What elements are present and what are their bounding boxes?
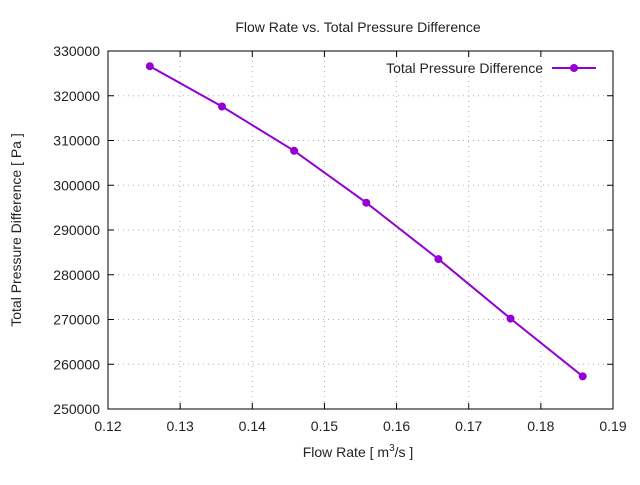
x-tick-label: 0.17 bbox=[455, 418, 482, 434]
x-tick-label: 0.19 bbox=[599, 418, 626, 434]
x-tick-label: 0.16 bbox=[383, 418, 410, 434]
legend-marker bbox=[570, 64, 578, 72]
y-tick-label: 250000 bbox=[53, 401, 100, 417]
data-point bbox=[434, 255, 443, 264]
y-tick-label: 280000 bbox=[53, 267, 100, 283]
y-tick-label: 330000 bbox=[53, 43, 100, 59]
series-layer bbox=[145, 62, 587, 381]
x-axis-label: Flow Rate [ m3/s ] bbox=[303, 443, 414, 460]
y-tick-label: 260000 bbox=[53, 356, 100, 372]
y-tick-label: 300000 bbox=[53, 177, 100, 193]
ticks: 0.12 0.13 0.14 0.15 0.16 0.17 0.18 0.19 250000 26… bbox=[53, 43, 627, 434]
y-tick-label: 310000 bbox=[53, 133, 100, 149]
legend-label: Total Pressure Difference bbox=[386, 60, 543, 76]
data-point bbox=[578, 372, 587, 381]
x-tick-label: 0.14 bbox=[239, 418, 266, 434]
legend: Total Pressure Difference bbox=[386, 60, 596, 76]
data-point bbox=[290, 146, 299, 155]
y-tick-label: 270000 bbox=[53, 312, 100, 328]
x-tick-label: 0.12 bbox=[94, 418, 121, 434]
data-point bbox=[217, 102, 226, 111]
chart-title: Flow Rate vs. Total Pressure Difference bbox=[235, 19, 481, 35]
plot-border bbox=[107, 50, 614, 410]
series-line bbox=[149, 65, 584, 378]
y-axis-label: Total Pressure Difference [ Pa ] bbox=[8, 133, 24, 327]
data-point bbox=[506, 314, 515, 323]
grid bbox=[108, 51, 613, 409]
x-tick-label: 0.15 bbox=[311, 418, 338, 434]
y-tick-label: 290000 bbox=[53, 222, 100, 238]
data-point bbox=[362, 198, 371, 207]
x-tick-label: 0.18 bbox=[527, 418, 554, 434]
data-point bbox=[145, 62, 154, 71]
x-tick-label: 0.13 bbox=[167, 418, 194, 434]
y-tick-label: 320000 bbox=[53, 88, 100, 104]
